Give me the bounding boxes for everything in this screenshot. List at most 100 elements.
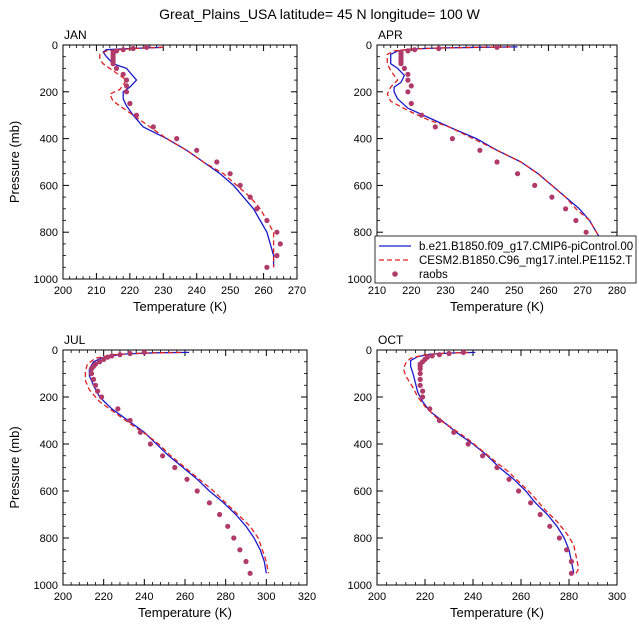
obs-point	[568, 558, 575, 565]
obs-point	[97, 359, 103, 365]
obs-point	[401, 65, 407, 71]
obs-point	[101, 356, 107, 362]
x-tick-label: 240	[464, 591, 482, 603]
y-tick-label: 1000	[348, 274, 372, 286]
series-line-model1	[88, 351, 267, 574]
obs-point	[417, 382, 423, 388]
obs-point	[123, 83, 130, 89]
obs-point	[449, 136, 455, 142]
obs-point	[194, 488, 200, 494]
x-tick-label: 200	[368, 591, 386, 603]
x-tick-label: 270	[574, 285, 592, 297]
obs-point	[549, 194, 555, 200]
obs-point	[120, 71, 126, 77]
series-line-model1	[102, 46, 275, 268]
obs-point	[427, 406, 433, 412]
x-axis-label: Temperature (K)	[133, 299, 227, 314]
obs-point	[88, 366, 95, 372]
obs-point	[516, 488, 522, 494]
obs-point	[92, 382, 99, 388]
obs-point	[127, 417, 133, 424]
y-tick-label: 800	[40, 533, 58, 545]
obs-point	[417, 376, 423, 382]
obs-point	[405, 77, 411, 83]
obs-point	[494, 45, 500, 50]
obs-point	[436, 352, 442, 358]
obs-point	[573, 217, 579, 224]
y-tick-label: 0	[366, 345, 372, 357]
x-tick-label: 260	[176, 591, 194, 603]
obs-point	[90, 376, 97, 382]
obs-point	[174, 136, 180, 142]
y-tick-label: 1000	[34, 274, 58, 286]
obs-point	[274, 229, 280, 235]
obs-point	[568, 570, 575, 576]
obs-point	[408, 100, 414, 107]
y-tick-label: 600	[40, 486, 58, 498]
x-tick-label: 280	[608, 285, 626, 297]
y-tick-label: 400	[354, 439, 372, 451]
obs-point	[436, 45, 442, 52]
x-tick-label: 210	[368, 285, 386, 297]
x-tick-label: 250	[221, 285, 239, 297]
x-tick-label: 200	[54, 285, 72, 297]
x-tick-label: 230	[436, 285, 454, 297]
obs-point	[217, 511, 223, 518]
y-tick-label: 1000	[348, 580, 372, 592]
obs-point	[446, 350, 452, 357]
obs-point	[465, 441, 471, 447]
obs-point	[460, 350, 466, 355]
y-axis-label: Pressure (mb)	[7, 121, 22, 203]
obs-point	[583, 229, 589, 235]
y-tick-label: 400	[40, 439, 58, 451]
obs-point	[494, 464, 500, 471]
obs-point	[254, 206, 260, 212]
obs-point	[225, 523, 231, 529]
obs-point	[113, 65, 120, 71]
y-tick-label: 200	[354, 392, 372, 404]
obs-point	[231, 535, 237, 541]
series-line-model1	[390, 46, 604, 268]
obs-point	[515, 171, 521, 177]
panel-title: APR	[378, 28, 403, 42]
obs-point	[127, 350, 133, 357]
x-tick-label: 220	[94, 591, 112, 603]
obs-point	[115, 406, 121, 412]
x-axis-label: Temperature (K)	[138, 605, 232, 620]
y-tick-label: 800	[40, 227, 58, 239]
x-tick-label: 260	[254, 285, 272, 297]
y-tick-label: 0	[366, 40, 372, 52]
obs-point	[417, 366, 423, 372]
x-axis-label: Temperature (K)	[450, 605, 544, 620]
obs-point	[506, 476, 512, 482]
obs-point	[144, 45, 150, 50]
obs-point	[480, 453, 486, 459]
x-tick-label: 250	[505, 285, 523, 297]
obs-point	[237, 182, 243, 188]
legend-marker-raobs	[392, 271, 398, 277]
obs-point	[133, 112, 140, 118]
obs-point	[110, 61, 116, 67]
obs-point	[420, 388, 426, 394]
panel-title: OCT	[378, 333, 404, 347]
obs-point	[247, 570, 253, 576]
y-tick-label: 800	[354, 533, 372, 545]
legend-box	[374, 235, 637, 284]
x-tick-label: 260	[539, 285, 557, 297]
panel-title: JAN	[64, 28, 87, 42]
x-tick-label: 270	[288, 285, 306, 297]
obs-point	[247, 194, 253, 200]
obs-point	[408, 83, 414, 89]
x-tick-label: 210	[87, 285, 105, 297]
obs-point	[99, 394, 105, 400]
legend-label: raobs	[419, 269, 448, 281]
y-tick-label: 600	[40, 180, 58, 192]
obs-point	[528, 500, 534, 506]
obs-point	[130, 45, 136, 52]
y-tick-label: 200	[354, 87, 372, 99]
obs-point	[432, 124, 438, 130]
obs-point	[264, 264, 270, 270]
obs-point	[206, 500, 212, 506]
obs-point	[141, 350, 147, 355]
